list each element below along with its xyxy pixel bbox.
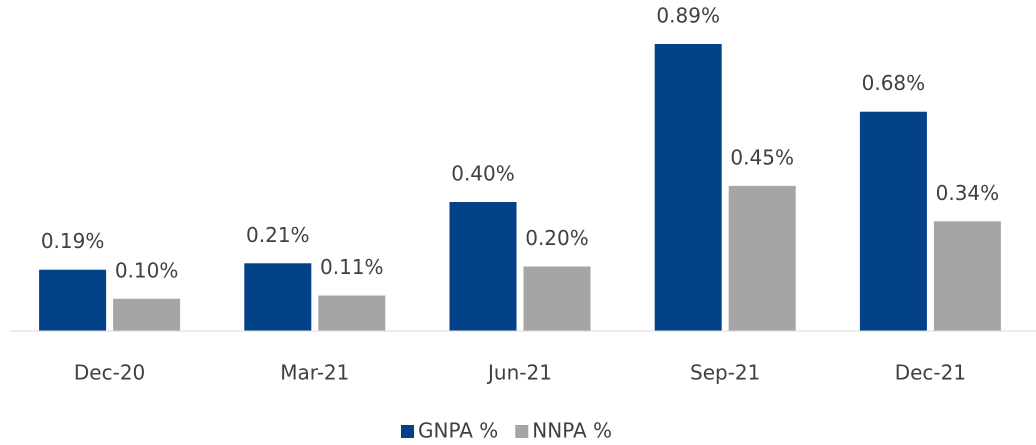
x-tick-label: Dec-21 (895, 361, 966, 385)
bar (244, 263, 312, 331)
data-label: 0.89% (656, 4, 720, 28)
data-label: 0.34% (936, 181, 1000, 205)
x-tick-label: Sep-21 (690, 361, 760, 385)
x-tick-label: Mar-21 (280, 361, 349, 385)
bar (859, 111, 927, 331)
bar (728, 185, 796, 331)
data-label: 0.40% (451, 162, 515, 186)
bar (113, 298, 181, 331)
legend-label: GNPA % (418, 419, 498, 443)
data-label: 0.45% (730, 145, 794, 169)
data-label: 0.20% (525, 226, 589, 250)
data-label: 0.68% (862, 71, 926, 95)
bar (933, 221, 1001, 331)
legend-swatch (515, 425, 529, 438)
bar (449, 202, 517, 331)
bar (318, 295, 386, 331)
legend-swatch (401, 425, 414, 438)
data-label: 0.21% (246, 223, 310, 247)
data-label: 0.11% (320, 255, 384, 279)
bar (523, 266, 591, 331)
x-tick-label: Dec-20 (74, 361, 145, 385)
bar (654, 44, 722, 331)
legend-label: NNPA % (532, 419, 612, 443)
data-label: 0.10% (115, 258, 179, 282)
bar (39, 269, 107, 331)
data-label: 0.19% (41, 229, 105, 253)
x-tick-label: Jun-21 (486, 361, 552, 385)
